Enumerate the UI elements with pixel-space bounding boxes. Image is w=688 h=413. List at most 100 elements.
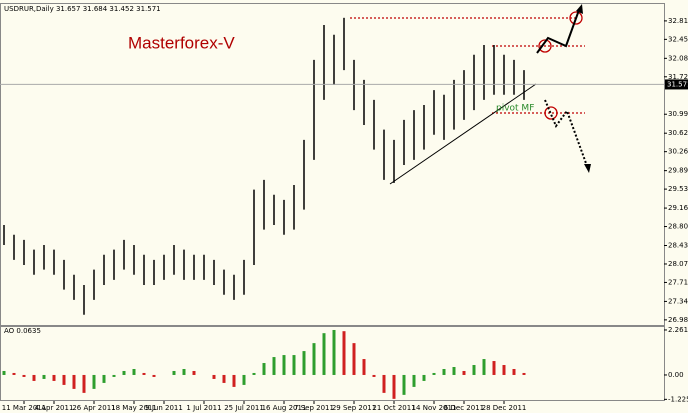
ao-bar: [172, 370, 176, 375]
y-tick-label: 32.810: [668, 17, 688, 25]
x-tick-label: 9 Jun 2011: [145, 404, 183, 412]
ao-bar: [462, 370, 466, 375]
x-tick-label: 4 Apr 2011: [35, 404, 74, 412]
ao-bar: [32, 374, 36, 381]
ao-bar: [12, 372, 16, 375]
x-tick-label: 18 May 2011: [111, 404, 157, 412]
ao-bar: [262, 363, 266, 375]
ao-bar: [512, 368, 516, 375]
ao-bar: [452, 367, 456, 375]
ao-bar: [302, 351, 306, 375]
ao-bar: [92, 374, 96, 389]
ao-bar: [372, 374, 376, 377]
circle-marker: [544, 106, 558, 120]
ao-bar: [342, 331, 346, 375]
arrow-head: [576, 4, 583, 14]
ao-bar: [482, 359, 486, 375]
y-tick-label: 0.00: [668, 371, 684, 379]
y-tick-label: 28.430: [668, 242, 688, 250]
up-arrow: [536, 9, 580, 54]
ao-bar: [392, 374, 396, 399]
price-pane: [0, 3, 665, 326]
x-tick-label: 29 Sep 2011: [332, 404, 376, 412]
y-tick-label: 29.890: [668, 167, 688, 175]
ao-bar: [112, 374, 116, 377]
ao-bar: [212, 374, 216, 379]
x-tick-label: 21 Oct 2011: [372, 404, 415, 412]
ao-bar: [152, 374, 156, 377]
ao-bar: [292, 355, 296, 375]
ao-bar: [22, 374, 26, 377]
ao-bar: [522, 372, 526, 375]
y-tick-label: 29.530: [668, 185, 688, 193]
y-tick-label: 2.2614: [668, 326, 688, 334]
ao-bar: [82, 374, 86, 393]
x-tick-label: 11 Mar 2011: [2, 404, 46, 412]
ao-header: AO 0.0635: [4, 327, 41, 335]
trend-line: [389, 83, 537, 185]
ao-bar: [362, 359, 366, 375]
ao-bar: [72, 374, 76, 389]
y-tick-label: 30.260: [668, 148, 688, 156]
x-tick-label: 6 Dec 2011: [444, 404, 484, 412]
annotations: [350, 11, 585, 120]
ao-pane: [0, 326, 665, 401]
x-tick-label: 7 Sep 2011: [294, 404, 334, 412]
x-tick-label: 1 Jul 2011: [186, 404, 221, 412]
circle-marker: [569, 11, 583, 25]
ao-bar: [42, 374, 46, 379]
ao-bar: [332, 329, 336, 375]
chart-title: Masterforex-V: [128, 33, 235, 52]
ao-bar: [352, 343, 356, 375]
ao-bar: [402, 374, 406, 395]
arrow-head: [584, 164, 591, 173]
x-tick-label: 14 Nov 2011: [412, 404, 457, 412]
ao-bar: [272, 357, 276, 375]
ao-bar: [102, 374, 106, 383]
ao-bar: [52, 374, 56, 381]
y-tick-label: 30.620: [668, 129, 688, 137]
x-tick-label: 16 Aug 2011: [262, 404, 307, 412]
ao-bar: [142, 372, 146, 375]
x-tick-label: 25 Jul 2011: [224, 404, 264, 412]
price-header: USDRUR,Daily 31.657 31.684 31.452 31.571: [4, 5, 161, 13]
ao-bar: [132, 368, 136, 375]
x-tick-label: 26 Apr 2011: [72, 404, 115, 412]
y-tick-label: -1.2253: [668, 395, 688, 403]
ao-bar: [192, 370, 196, 375]
ao-bar: [472, 365, 476, 375]
y-tick-label: 30.990: [668, 110, 688, 118]
y-tick-label: 28.800: [668, 223, 688, 231]
y-tick-label: 26.980: [668, 316, 688, 324]
x-tick-label: 28 Dec 2011: [482, 404, 527, 412]
ao-bar: [242, 374, 246, 385]
ao-bar: [62, 374, 66, 385]
y-tick-label: 28.070: [668, 260, 688, 268]
ao-bar: [322, 333, 326, 375]
ao-bar: [2, 370, 6, 375]
ao-bar: [232, 374, 236, 387]
ao-bar: [252, 372, 256, 375]
ao-bar: [432, 372, 436, 375]
down-arrow: [544, 99, 588, 167]
y-tick-label: 29.160: [668, 204, 688, 212]
ao-bar: [122, 370, 126, 375]
ao-bar: [312, 343, 316, 375]
y-tick-label: 31.720: [668, 73, 688, 81]
y-tick-label: 32.080: [668, 54, 688, 62]
ao-bar: [502, 365, 506, 375]
ao-bar: [442, 368, 446, 375]
y-tick-label: 27.710: [668, 278, 688, 286]
ao-bar: [382, 374, 386, 393]
ao-bar: [182, 368, 186, 375]
pivot-label: pivot MF: [496, 104, 534, 114]
ao-bar: [412, 374, 416, 387]
last-price-label: 31.571: [667, 80, 688, 88]
ao-bar: [422, 374, 426, 381]
y-tick-label: 27.340: [668, 297, 688, 305]
ao-bar: [282, 355, 286, 375]
ao-bar: [492, 361, 496, 375]
last-price-box: [665, 79, 688, 90]
ao-bar: [222, 374, 226, 383]
